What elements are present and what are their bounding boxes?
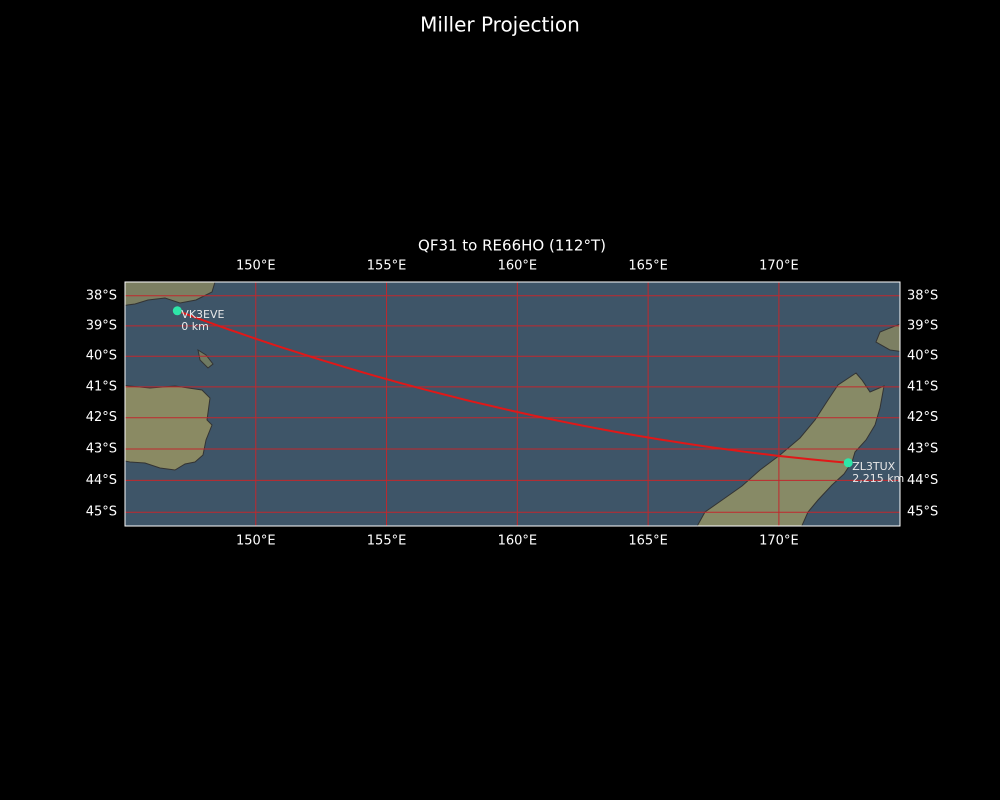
station-name: VK3EVE: [181, 308, 224, 321]
y-tick-label: 45°S: [907, 505, 938, 520]
station-distance: 2,215 km: [852, 472, 904, 485]
y-tick-label: 42°S: [86, 410, 117, 425]
station-marker: [843, 458, 853, 468]
page-title: Miller Projection: [420, 13, 580, 37]
y-tick-label: 44°S: [907, 473, 938, 488]
x-tick-label: 170°E: [759, 259, 799, 274]
great-circle-path: [176, 309, 849, 464]
y-tick-label: 38°S: [907, 288, 938, 303]
x-tick-label: 155°E: [367, 259, 407, 274]
basemap: [125, 282, 900, 526]
x-tick-label: 160°E: [498, 534, 538, 549]
x-tick-label: 165°E: [628, 259, 668, 274]
map-frame: [124, 281, 901, 527]
y-tick-label: 43°S: [907, 441, 938, 456]
y-tick-label: 41°S: [86, 379, 117, 394]
x-tick-label: 150°E: [236, 534, 276, 549]
y-tick-label: 42°S: [907, 410, 938, 425]
y-tick-label: 43°S: [86, 441, 117, 456]
y-tick-label: 40°S: [907, 349, 938, 364]
y-tick-label: 38°S: [86, 288, 117, 303]
station-marker: [172, 306, 182, 316]
map-subtitle: QF31 to RE66HO (112°T): [418, 237, 606, 255]
y-tick-label: 39°S: [907, 318, 938, 333]
y-tick-label: 40°S: [86, 349, 117, 364]
x-tick-label: 160°E: [498, 259, 538, 274]
y-tick-label: 39°S: [86, 318, 117, 333]
y-tick-label: 45°S: [86, 505, 117, 520]
graticule: [125, 282, 900, 526]
y-tick-label: 44°S: [86, 473, 117, 488]
x-tick-label: 170°E: [759, 534, 799, 549]
station-name: ZL3TUX: [852, 460, 895, 473]
y-tick-label: 41°S: [907, 379, 938, 394]
x-tick-label: 155°E: [367, 534, 407, 549]
x-tick-label: 165°E: [628, 534, 668, 549]
x-tick-label: 150°E: [236, 259, 276, 274]
station-distance: 0 km: [181, 320, 209, 333]
